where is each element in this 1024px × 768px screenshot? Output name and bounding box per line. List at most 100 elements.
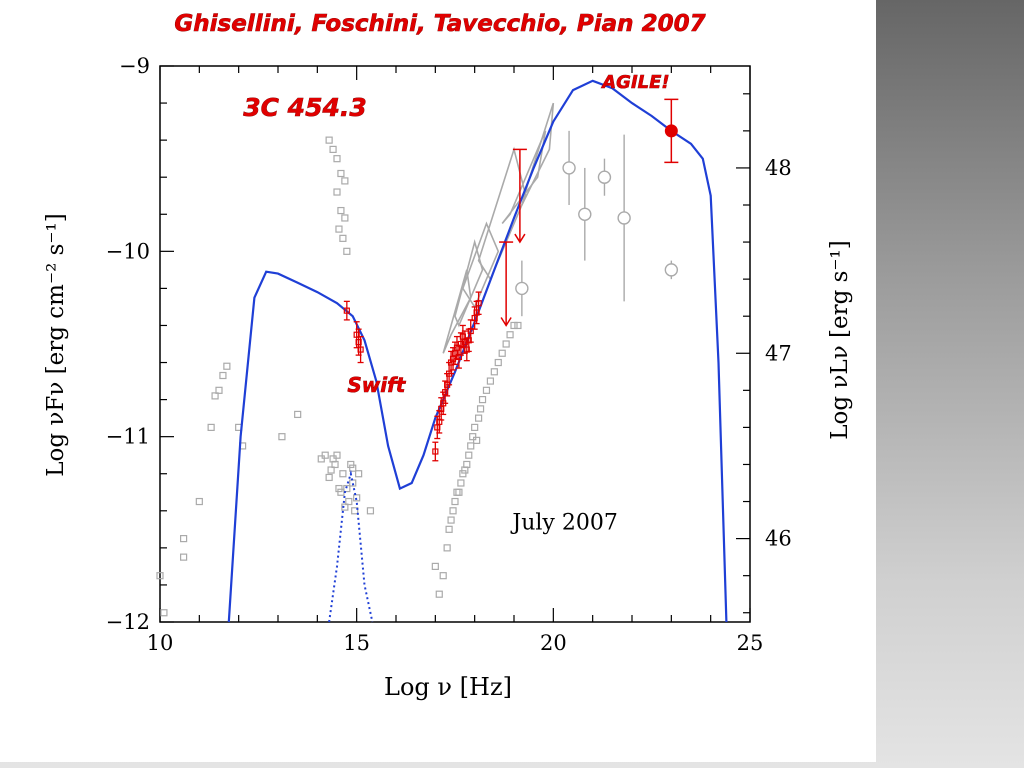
archival-point xyxy=(335,484,343,493)
archival-point xyxy=(439,572,447,580)
archival-point xyxy=(317,455,325,463)
swift-point xyxy=(357,346,364,353)
x-tick-label: 20 xyxy=(540,631,567,655)
archival-point xyxy=(337,169,345,178)
swift-point xyxy=(343,307,350,314)
archival-point xyxy=(514,321,522,330)
archival-point xyxy=(494,358,502,367)
archival-point xyxy=(325,473,333,482)
swift-layer xyxy=(343,291,482,462)
agile-annotation: AGILE! xyxy=(600,72,669,93)
gamma-point xyxy=(617,211,631,225)
x-tick-label: 15 xyxy=(343,631,370,655)
bowtie xyxy=(501,130,547,225)
bowtie xyxy=(461,221,500,309)
right-y-tick-label: 46 xyxy=(765,527,792,551)
archival-point xyxy=(478,396,487,404)
ssc-model-line xyxy=(227,79,728,623)
archival-point xyxy=(459,470,467,478)
tick-labels: 10 15 20 25 −12 −11 −10 −9 46 47 48 xyxy=(106,54,792,655)
archival-point xyxy=(506,331,514,339)
y-axis-left-label: Log νFν [erg cm⁻² s⁻¹] xyxy=(43,213,69,477)
archival-point xyxy=(355,470,363,478)
archival-point xyxy=(469,433,477,441)
archival-point xyxy=(156,572,164,580)
y-tick-label: −10 xyxy=(106,239,150,263)
swift-point xyxy=(432,448,439,455)
x-tick-label: 10 xyxy=(147,631,174,655)
archival-point xyxy=(215,386,223,394)
archival-point xyxy=(490,368,498,376)
archival-point xyxy=(341,177,349,185)
author-title: Ghisellini, Foschini, Tavecchio, Pian 20… xyxy=(174,11,705,37)
upper-limit-arrow xyxy=(514,233,526,244)
archival-point xyxy=(498,349,506,357)
archival-point xyxy=(451,497,459,506)
plot-frame xyxy=(159,65,751,623)
archival-point xyxy=(341,214,349,222)
gamma-point xyxy=(515,281,529,296)
archival-point xyxy=(482,386,491,394)
swift-point xyxy=(467,327,474,335)
upper-limits-layer xyxy=(499,148,527,327)
swift-annotation: Swift xyxy=(347,373,406,397)
archival-point xyxy=(333,188,341,196)
swift-point xyxy=(475,300,482,307)
archival-point xyxy=(335,225,343,233)
archival-point xyxy=(327,466,335,474)
archival-point xyxy=(223,362,231,370)
archival-point xyxy=(445,525,453,533)
gamma-point xyxy=(664,263,679,277)
archival-point xyxy=(343,484,351,493)
archival-point xyxy=(457,479,465,487)
slide-panel xyxy=(0,0,876,762)
archival-point xyxy=(475,414,483,422)
date-annotation: July 2007 xyxy=(510,510,617,535)
archival-point xyxy=(455,488,463,496)
archival-point xyxy=(339,470,347,478)
y-tick-label: −9 xyxy=(119,54,150,78)
archival-point xyxy=(294,410,302,419)
archival-point xyxy=(349,464,357,472)
archival-point xyxy=(443,544,451,552)
archival-point xyxy=(435,590,443,598)
bowtie xyxy=(521,102,555,206)
bowtie xyxy=(477,146,527,281)
x-axis-label: Log ν [Hz] xyxy=(384,673,512,701)
archival-point xyxy=(347,460,355,469)
archival-point xyxy=(486,377,494,385)
upper-limit-arrow xyxy=(500,317,512,327)
archival-point xyxy=(341,503,349,511)
archival-point xyxy=(333,155,341,163)
archival-point xyxy=(331,460,339,469)
archival-point xyxy=(180,534,188,543)
archival-point xyxy=(339,234,347,242)
archival-point xyxy=(207,423,215,431)
archival-point xyxy=(453,488,461,496)
archival-point xyxy=(463,460,471,469)
archival-layer xyxy=(156,130,679,617)
synchrotron-model-line xyxy=(328,469,374,623)
model-layer xyxy=(227,79,728,623)
tick-marks xyxy=(159,65,751,623)
y-tick-label: −12 xyxy=(106,610,150,634)
archival-point xyxy=(337,206,345,215)
archival-point xyxy=(321,451,329,459)
archival-point xyxy=(471,423,479,431)
archival-point xyxy=(337,488,345,496)
gamma-point xyxy=(597,170,612,184)
bowtie xyxy=(454,239,484,328)
archival-point xyxy=(325,136,333,144)
archival-point xyxy=(278,433,286,441)
archival-point xyxy=(473,436,481,444)
y-axis-right-label: Log νLν [erg s⁻¹] xyxy=(827,240,853,439)
archival-point xyxy=(467,442,475,450)
archival-point xyxy=(343,247,351,255)
archival-point xyxy=(351,507,359,515)
archival-point xyxy=(211,392,219,400)
agile-point xyxy=(664,124,678,138)
archival-point xyxy=(219,371,227,380)
archival-point xyxy=(502,340,510,348)
archival-point xyxy=(333,451,341,459)
